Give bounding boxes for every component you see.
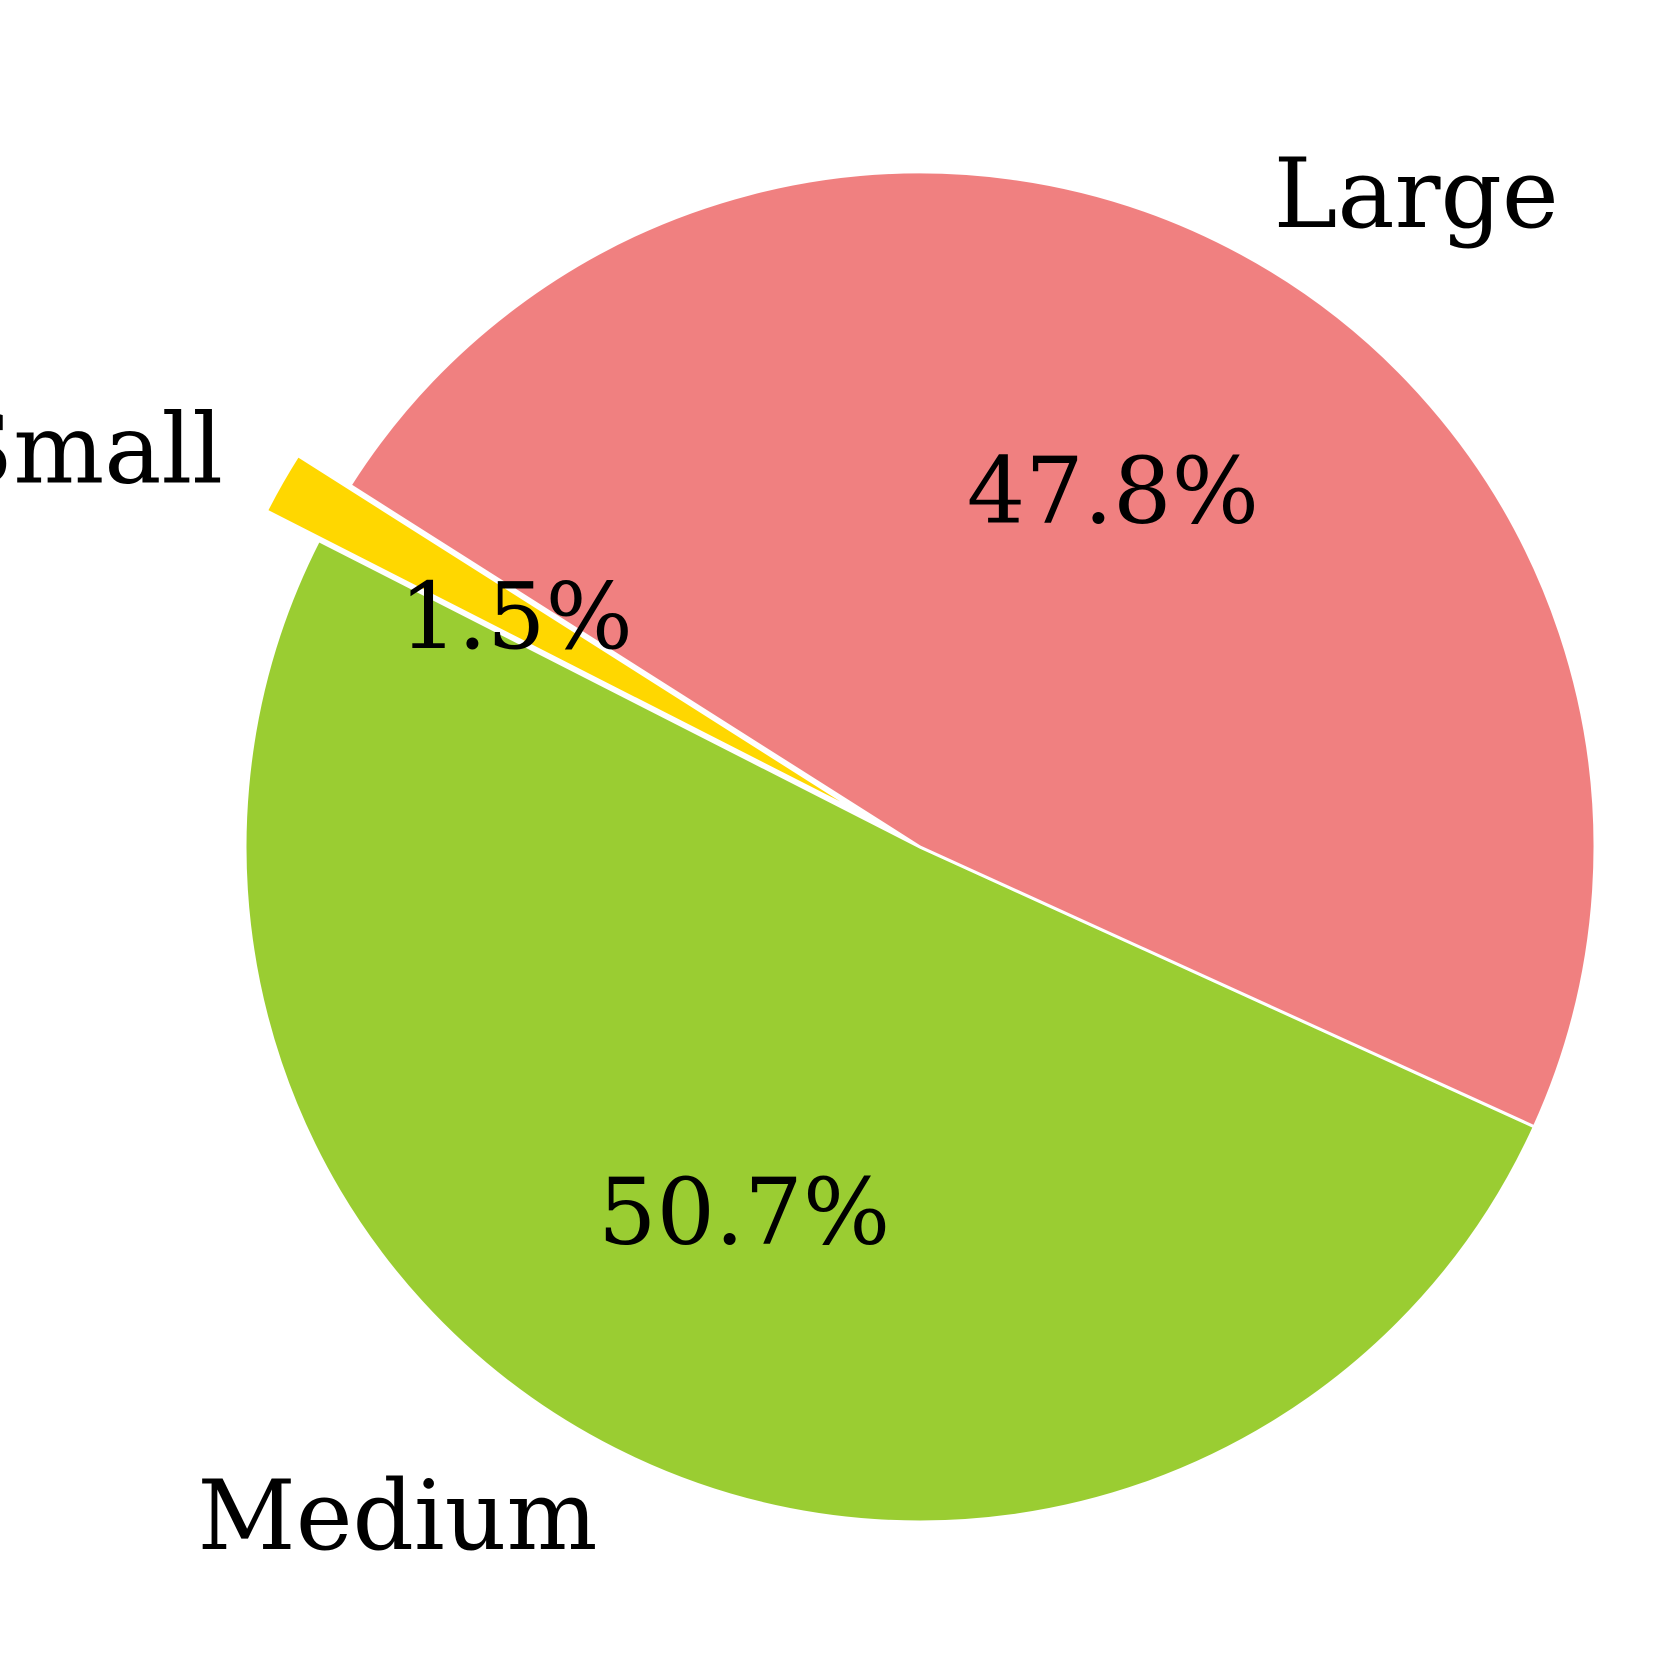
pie-slices (243, 170, 1597, 1524)
slice-label-large: Large (1274, 138, 1559, 250)
slice-label-small: Small (0, 393, 223, 505)
slice-percent-medium: 50.7% (598, 1158, 890, 1265)
pie-slice-small (264, 454, 870, 819)
slice-label-medium: Medium (197, 1460, 597, 1572)
pie-slice-medium (243, 539, 1536, 1524)
slice-percent-small: 1.5% (399, 563, 633, 670)
pie-slice-large (348, 170, 1597, 1129)
slice-percent-large: 47.8% (967, 437, 1259, 544)
pie-labels: Small 1.5% Medium 50.7% Large 47.8% (0, 138, 1559, 1572)
